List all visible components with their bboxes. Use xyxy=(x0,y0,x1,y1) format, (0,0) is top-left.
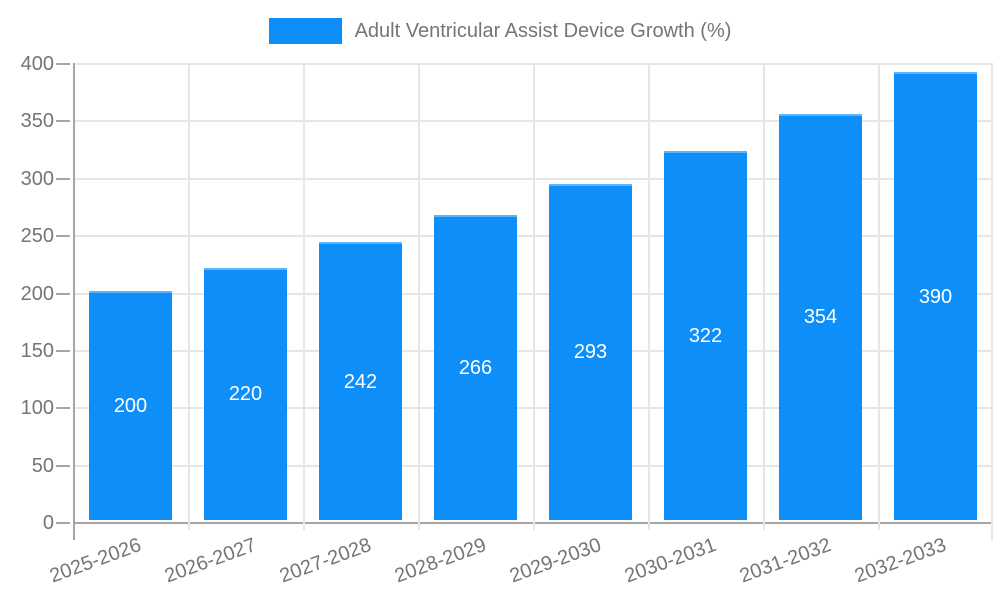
bar-value-label: 293 xyxy=(573,341,608,364)
plot-area: 200 220 242 266 293 322 354 390 xyxy=(73,63,993,540)
y-tick-label: 250 xyxy=(20,225,54,248)
bar[interactable]: 322 xyxy=(664,150,747,520)
y-tick-label: 400 xyxy=(20,53,54,75)
x-tick-label: 2025-2026 xyxy=(46,534,145,588)
bar-value-label: 200 xyxy=(113,394,148,417)
y-tick-label: 150 xyxy=(20,339,54,362)
bar-value-label: 220 xyxy=(228,383,263,406)
v-gridline xyxy=(878,63,880,530)
x-tick-label: 2029-2030 xyxy=(506,534,605,588)
chart-legend[interactable]: Adult Ventricular Assist Device Growth (… xyxy=(0,17,1000,45)
bar-value-label: 242 xyxy=(343,370,378,393)
y-tick-label: 100 xyxy=(20,397,54,420)
y-tick-label: 50 xyxy=(31,454,54,477)
y-tick-label: 300 xyxy=(20,167,54,190)
bar[interactable]: 293 xyxy=(549,183,632,520)
v-gridline xyxy=(648,63,650,530)
y-tick-mark xyxy=(56,464,70,467)
v-gridline xyxy=(188,63,190,530)
y-tick-label: 350 xyxy=(20,110,54,133)
x-tick-label: 2030-2031 xyxy=(621,534,720,588)
bar-value-label: 354 xyxy=(803,306,838,329)
v-gridline xyxy=(533,63,535,530)
bar[interactable]: 242 xyxy=(319,242,402,520)
v-gridline xyxy=(763,63,765,530)
bar-value-label: 266 xyxy=(458,356,493,379)
legend-label: Adult Ventricular Assist Device Growth (… xyxy=(354,19,732,42)
y-tick-mark xyxy=(56,407,70,410)
y-tick-mark xyxy=(56,177,70,180)
y-tick-label: 200 xyxy=(20,282,54,305)
bar[interactable]: 354 xyxy=(779,113,862,520)
x-tick-label: 2028-2029 xyxy=(391,534,490,588)
bar[interactable]: 220 xyxy=(204,267,287,520)
bar[interactable]: 266 xyxy=(434,214,517,520)
x-tick-label: 2026-2027 xyxy=(161,534,260,588)
y-tick-mark xyxy=(56,120,70,123)
x-tick-label: 2027-2028 xyxy=(276,534,375,588)
v-gridline xyxy=(418,63,420,530)
y-tick-mark xyxy=(56,522,70,524)
bar-value-label: 322 xyxy=(688,324,723,347)
v-gridline xyxy=(991,63,993,540)
legend-swatch xyxy=(268,18,342,44)
x-tick-label: 2032-2033 xyxy=(851,534,950,588)
x-tick-label: 2031-2032 xyxy=(736,534,835,588)
bar[interactable]: 390 xyxy=(894,72,977,520)
y-tick-mark xyxy=(56,235,70,238)
y-tick-label: 0 xyxy=(42,512,54,534)
bar[interactable]: 200 xyxy=(89,290,172,520)
y-tick-mark xyxy=(56,63,70,65)
y-axis-line xyxy=(73,63,75,540)
y-tick-mark xyxy=(56,292,70,295)
v-gridline xyxy=(303,63,305,530)
y-tick-mark xyxy=(56,349,70,352)
bar-value-label: 390 xyxy=(918,285,953,308)
